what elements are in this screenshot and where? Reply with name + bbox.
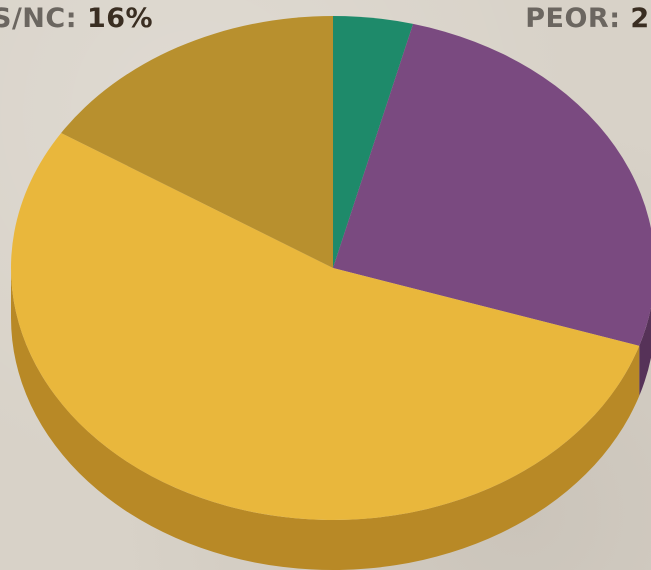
pie-side-2 xyxy=(11,268,640,570)
label-peor-name: PEOR: xyxy=(525,3,621,34)
label-ns-nc: S/NC: 16% xyxy=(0,2,153,36)
label-peor-value: 26 xyxy=(630,3,651,34)
pie-slice-2 xyxy=(10,132,640,520)
label-ns-nc-name: S/NC: xyxy=(0,3,78,34)
label-ns-nc-value: 16% xyxy=(86,3,154,34)
pie-sides xyxy=(11,268,651,570)
pie-slice-0 xyxy=(333,16,414,268)
pie-slice-3 xyxy=(61,16,334,268)
pie-slice-1 xyxy=(333,23,651,346)
pie-side-1 xyxy=(639,307,651,396)
pie-tops xyxy=(10,16,651,520)
label-peor: PEOR: 26 xyxy=(525,2,651,36)
